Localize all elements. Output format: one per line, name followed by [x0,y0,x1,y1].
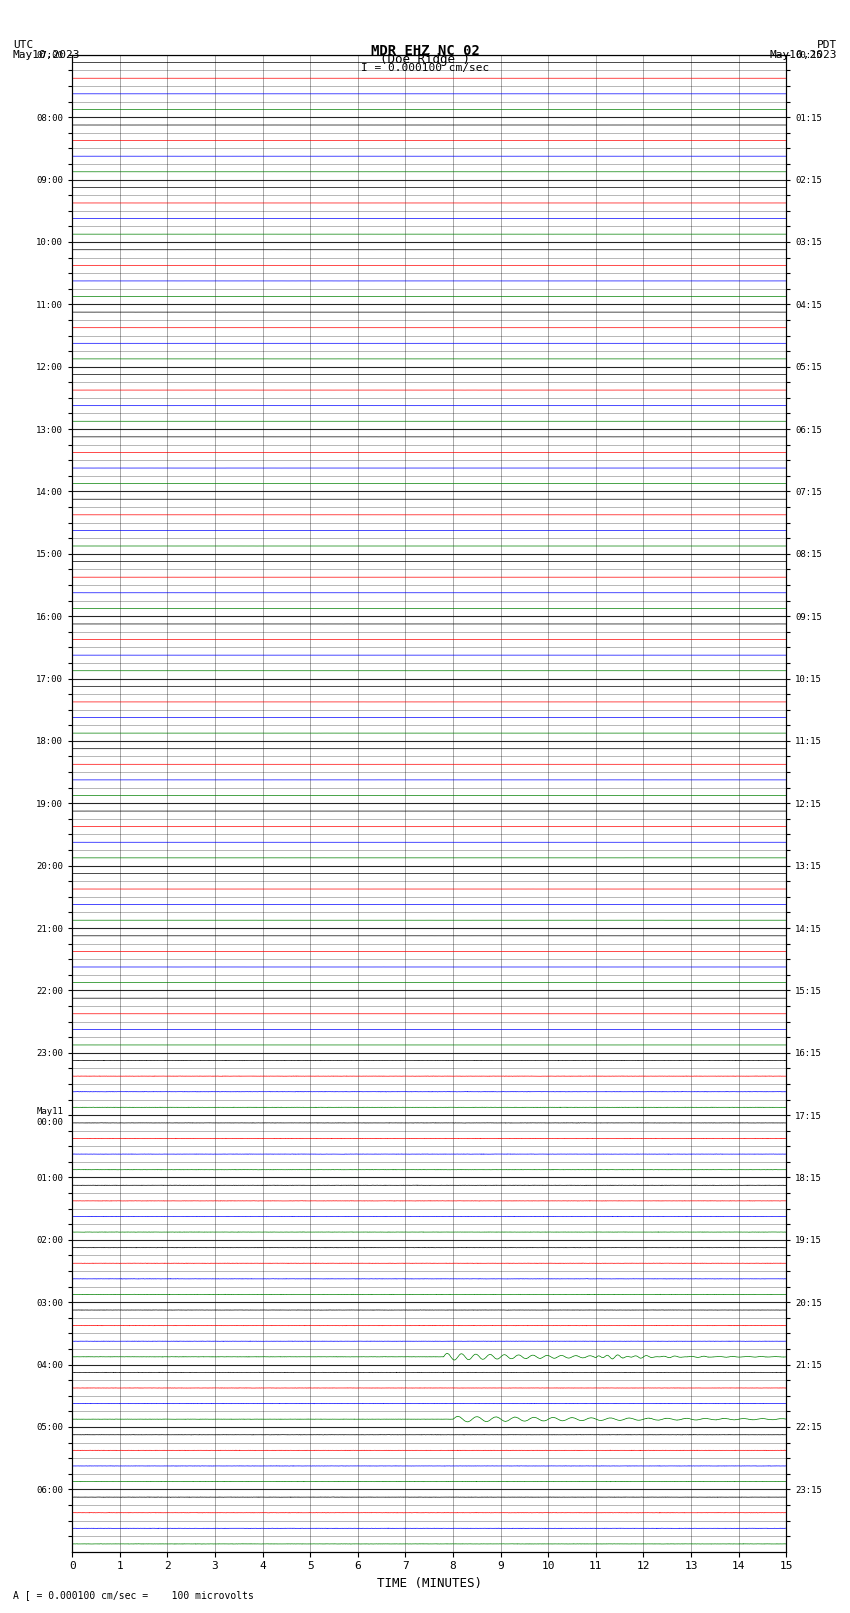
Text: UTC: UTC [13,40,33,50]
Text: (Doe Ridge ): (Doe Ridge ) [380,53,470,66]
Text: May10,2023: May10,2023 [770,50,837,60]
Text: PDT: PDT [817,40,837,50]
Text: MDR EHZ NC 02: MDR EHZ NC 02 [371,44,479,58]
Text: A [ = 0.000100 cm/sec =    100 microvolts: A [ = 0.000100 cm/sec = 100 microvolts [13,1590,253,1600]
Text: May10,2023: May10,2023 [13,50,80,60]
Text: I = 0.000100 cm/sec: I = 0.000100 cm/sec [361,63,489,73]
X-axis label: TIME (MINUTES): TIME (MINUTES) [377,1578,482,1590]
